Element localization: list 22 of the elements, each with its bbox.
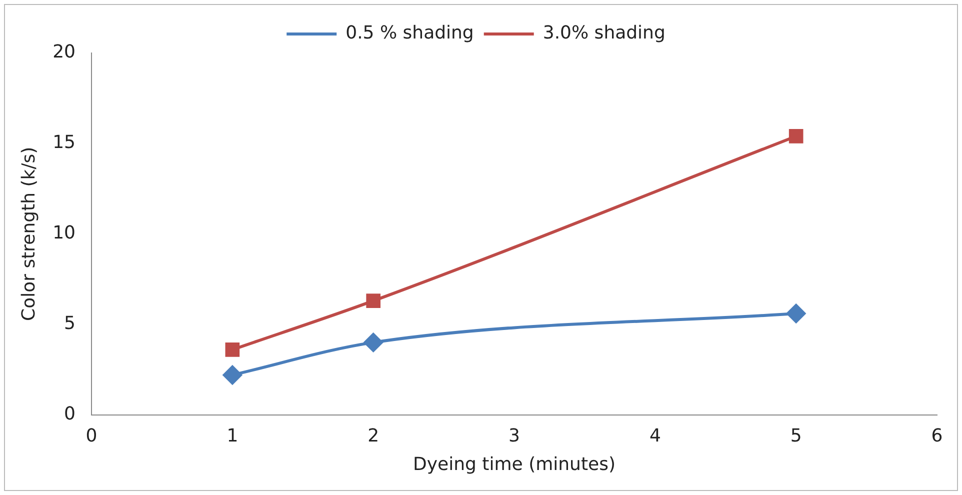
point [788,129,804,144]
x-tick-label: 2 [368,425,380,446]
x-tick-label: 3 [508,425,520,446]
point [366,294,380,308]
y-tick-label: 20 [52,42,76,63]
x-tick-label: 6 [931,425,943,446]
y-tick-label: 10 [52,222,76,244]
x-tick-label: 1 [226,425,238,446]
x-tick-label: 4 [649,425,661,446]
x-tick-label: 0 [86,425,98,446]
y-tick-label: 5 [64,313,76,334]
point [225,342,240,357]
legend-label: 0.5 % shading [346,22,474,44]
y-tick-label: 15 [52,132,76,154]
legend-label: 3.0% shading [542,22,666,44]
point [222,366,242,384]
y-axis-title: Color strength (k/s) [18,146,40,321]
x-tick-label: 5 [790,425,802,446]
point [786,304,806,323]
point [364,332,383,352]
y-tick-label: 0 [64,403,76,424]
x-axis-title: Dyeing time (minutes) [413,454,616,475]
